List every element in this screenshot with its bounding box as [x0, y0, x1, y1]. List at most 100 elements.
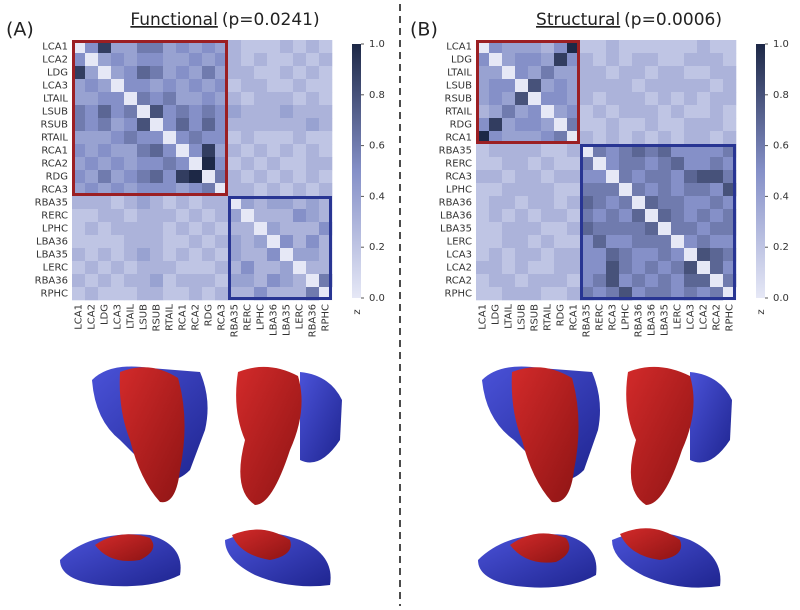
heatmap-cell [567, 105, 581, 119]
heatmap-cell [254, 40, 268, 54]
heatmap-cell [163, 287, 177, 301]
column-label: RCA1 [569, 304, 580, 331]
row-label: LDG [451, 55, 472, 66]
heatmap-cell [671, 66, 685, 80]
heatmap-cell [593, 274, 607, 288]
panel-label: (B) [410, 19, 438, 41]
heatmap-cell [645, 261, 659, 275]
heatmap-cell [619, 118, 633, 132]
heatmap-cell [528, 157, 542, 171]
colorbar-tick-label: 0.0 [369, 293, 385, 304]
heatmap-cell [98, 209, 112, 223]
row-label: LSUB [446, 81, 472, 92]
heatmap-cell [98, 144, 112, 158]
heatmap-cell [684, 157, 698, 171]
heatmap-cell [710, 287, 724, 301]
heatmap-cell [554, 144, 568, 158]
heatmap-cell [723, 287, 737, 301]
heatmap-cell [176, 274, 190, 288]
heatmap-cell [515, 92, 529, 106]
heatmap-cell [476, 53, 490, 67]
heatmap-cell [202, 274, 216, 288]
heatmap-cell [489, 196, 503, 210]
heatmap-cell [137, 209, 151, 223]
heatmap-cell [124, 209, 138, 223]
heatmap-cell [723, 40, 737, 54]
colorbar [352, 44, 361, 298]
heatmap-cell [189, 53, 203, 67]
heatmap-cell [658, 144, 672, 158]
heatmap-cell [658, 40, 672, 54]
heatmap-panel: (B) Structural (p=0.0006)LCA1LCA1LDGLDGLTA… [410, 10, 789, 337]
column-label: RERC [243, 304, 254, 331]
heatmap-cell [98, 274, 112, 288]
heatmap-cell [710, 144, 724, 158]
heatmap-cell [163, 209, 177, 223]
heatmap-cell [111, 144, 125, 158]
heatmap-cell [710, 53, 724, 67]
heatmap-cell [710, 170, 724, 184]
heatmap-cell [593, 183, 607, 197]
heatmap-cell [502, 66, 516, 80]
heatmap-cell [72, 183, 86, 197]
heatmap-cell [163, 196, 177, 210]
heatmap-cell [502, 248, 516, 262]
heatmap-cell [671, 274, 685, 288]
heatmap-cell [228, 222, 242, 236]
row-label: RCA3 [41, 185, 68, 196]
heatmap-cell [502, 53, 516, 67]
heatmap-cell [502, 144, 516, 158]
heatmap-cell [671, 261, 685, 275]
heatmap-cell [319, 105, 333, 119]
row-label: RCA1 [41, 146, 68, 157]
heatmap-cell [306, 274, 320, 288]
heatmap-cell [72, 235, 86, 249]
heatmap-cell [228, 248, 242, 262]
heatmap-cell [476, 144, 490, 158]
heatmap-cell [254, 209, 268, 223]
heatmap-cell [541, 131, 555, 145]
heatmap-cell [254, 235, 268, 249]
heatmap-cell [489, 66, 503, 80]
heatmap-cell [476, 209, 490, 223]
heatmap-cell [645, 53, 659, 67]
heatmap-cell [280, 118, 294, 132]
heatmap-cell [541, 287, 555, 301]
heatmap-cell [580, 53, 594, 67]
heatmap-cell [593, 287, 607, 301]
module-box [228, 196, 332, 300]
heatmap-cell [593, 209, 607, 223]
heatmap-cell [723, 144, 737, 158]
heatmap-cell [241, 274, 255, 288]
heatmap-cell [658, 287, 672, 301]
heatmap-cell [241, 92, 255, 106]
heatmap-cell [228, 235, 242, 249]
heatmap-cell [476, 196, 490, 210]
heatmap-cell [541, 53, 555, 67]
heatmap-cell [72, 261, 86, 275]
heatmap-cell [228, 287, 242, 301]
heatmap-cell [137, 53, 151, 67]
heatmap-cell [202, 79, 216, 93]
heatmap-cell [267, 118, 281, 132]
heatmap-cell [593, 235, 607, 249]
colorbar-tick-label: 0.4 [369, 191, 385, 202]
heatmap-cell [723, 66, 737, 80]
heatmap-cell [658, 66, 672, 80]
heatmap-cell [267, 53, 281, 67]
heatmap-cell [580, 196, 594, 210]
heatmap-cell [593, 66, 607, 80]
heatmap-cell [202, 248, 216, 262]
heatmap-cell [515, 105, 529, 119]
heatmap-cell [137, 144, 151, 158]
heatmap-cell [697, 261, 711, 275]
heatmap-cell [528, 261, 542, 275]
heatmap-cell [163, 235, 177, 249]
heatmap-cell [150, 196, 164, 210]
heatmap-cell [254, 66, 268, 80]
heatmap-cell [658, 196, 672, 210]
heatmap-cell [137, 248, 151, 262]
heatmap-cell [85, 235, 99, 249]
heatmap-cell [85, 79, 99, 93]
heatmap-cell [671, 287, 685, 301]
